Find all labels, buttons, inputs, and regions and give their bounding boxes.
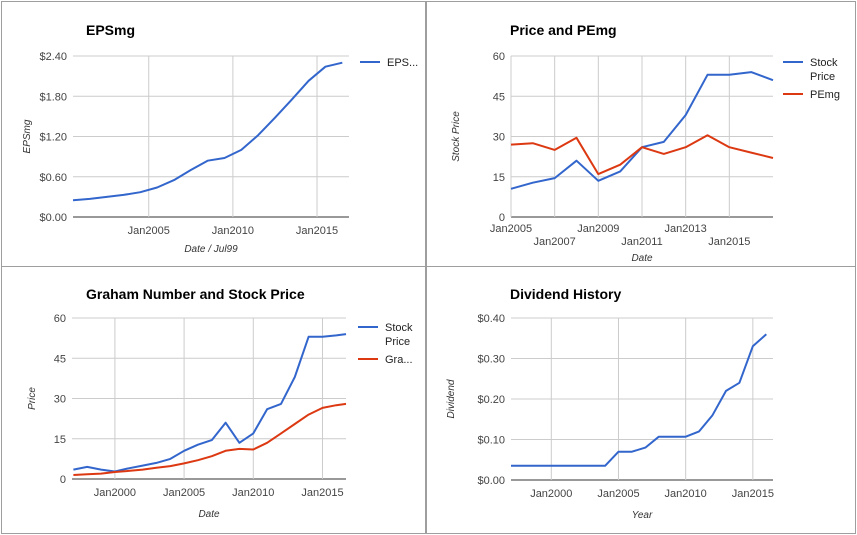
x-axis-label: Year xyxy=(632,510,653,521)
series-line xyxy=(73,333,347,473)
series-line xyxy=(73,402,347,476)
y-axis-label: Price xyxy=(27,387,38,410)
y-tick-label: $0.40 xyxy=(477,313,505,325)
y-axis-label: Dividend xyxy=(446,379,457,418)
legend-label-line: EPS... xyxy=(387,57,418,69)
legend-label-line: Stock xyxy=(810,57,838,69)
x-tick-label: Jan2005 xyxy=(128,225,170,237)
x-tick-label: Jan2007 xyxy=(534,236,576,248)
chart-title: Graham Number and Stock Price xyxy=(86,286,305,302)
x-tick-label: Jan2013 xyxy=(665,223,707,235)
x-tick-label: Jan2015 xyxy=(708,236,750,248)
x-tick-label: Jan2010 xyxy=(232,487,274,499)
x-tick-label: Jan2015 xyxy=(732,488,774,500)
y-tick-label: $1.20 xyxy=(39,132,67,144)
x-axis-label: Date xyxy=(198,509,220,520)
legend-label-line: Price xyxy=(385,336,410,348)
chart-title: Dividend History xyxy=(510,286,621,302)
y-tick-label: 60 xyxy=(493,51,505,63)
series-line xyxy=(511,333,767,467)
y-tick-label: $0.60 xyxy=(39,172,67,184)
x-tick-label: Jan2010 xyxy=(665,488,707,500)
y-tick-label: 15 xyxy=(493,172,505,184)
y-tick-label: $0.20 xyxy=(477,394,505,406)
y-tick-label: $1.80 xyxy=(39,91,67,103)
eps-chart-panel: EPSmg $0.00 $0.60 $1.20 $1.80 $2.40 Jan2005 Jan… xyxy=(1,1,426,267)
x-tick-label: Jan2005 xyxy=(163,487,205,499)
y-tick-label: 30 xyxy=(493,132,505,144)
graham-chart-panel: Graham Number and Stock Price 0 15 30 45 60 Ja… xyxy=(1,266,426,534)
y-tick-label: 15 xyxy=(54,434,66,446)
y-tick-label: 0 xyxy=(60,474,66,486)
legend-label: Stock Price xyxy=(385,322,413,348)
legend-label: PEmg xyxy=(810,89,840,101)
series-line xyxy=(72,61,343,202)
y-tick-label: $2.40 xyxy=(39,51,67,63)
y-tick-label: $0.00 xyxy=(39,212,67,224)
dividend-chart-panel: Dividend History $0.00 $0.10 $0.20 $0.30 $0.4… xyxy=(426,266,856,534)
x-tick-label: Jan2000 xyxy=(94,487,136,499)
x-axis-label: Date / Jul99 xyxy=(184,244,238,255)
y-tick-label: $0.30 xyxy=(477,354,505,366)
y-tick-label: $0.00 xyxy=(477,475,505,487)
chart-svg: Graham Number and Stock Price 0 15 30 45 60 Ja… xyxy=(27,286,413,520)
legend-label-line: Price xyxy=(810,71,835,83)
chart-svg: Dividend History $0.00 $0.10 $0.20 $0.30 $0.4… xyxy=(446,286,774,521)
y-tick-label: 45 xyxy=(493,91,505,103)
chart-svg: EPSmg $0.00 $0.60 $1.20 $1.80 $2.40 Jan2005 Jan… xyxy=(22,22,418,255)
y-tick-label: 45 xyxy=(54,353,66,365)
legend-label-line: Gra... xyxy=(385,354,413,366)
chart-title: Price and PEmg xyxy=(510,22,617,38)
x-tick-label: Jan2015 xyxy=(301,487,343,499)
x-tick-label: Jan2005 xyxy=(597,488,639,500)
y-tick-label: 30 xyxy=(54,394,66,406)
y-tick-label: $0.10 xyxy=(477,435,505,447)
x-tick-label: Jan2000 xyxy=(530,488,572,500)
legend-label-line: PEmg xyxy=(810,89,840,101)
y-axis-label: Stock Price xyxy=(451,111,462,162)
x-tick-label: Jan2015 xyxy=(296,225,338,237)
legend-label: EPS... xyxy=(387,57,418,69)
x-axis-label: Date xyxy=(631,253,653,264)
x-tick-label: Jan2011 xyxy=(621,236,662,248)
x-tick-label: Jan2005 xyxy=(490,223,532,235)
legend-label-line: Stock xyxy=(385,322,413,334)
y-tick-label: 0 xyxy=(499,212,505,224)
x-tick-label: Jan2009 xyxy=(577,223,619,235)
legend-label: Stock Price xyxy=(810,57,838,83)
y-axis-label: EPSmg xyxy=(22,119,33,153)
y-tick-label: 60 xyxy=(54,313,66,325)
legend-label: Gra... xyxy=(385,354,413,366)
x-tick-label: Jan2010 xyxy=(212,225,254,237)
chart-title: EPSmg xyxy=(86,22,135,38)
price-pe-chart-panel: Price and PEmg 0 15 30 45 60 Jan2005 Jan2009 Jan… xyxy=(426,1,856,267)
